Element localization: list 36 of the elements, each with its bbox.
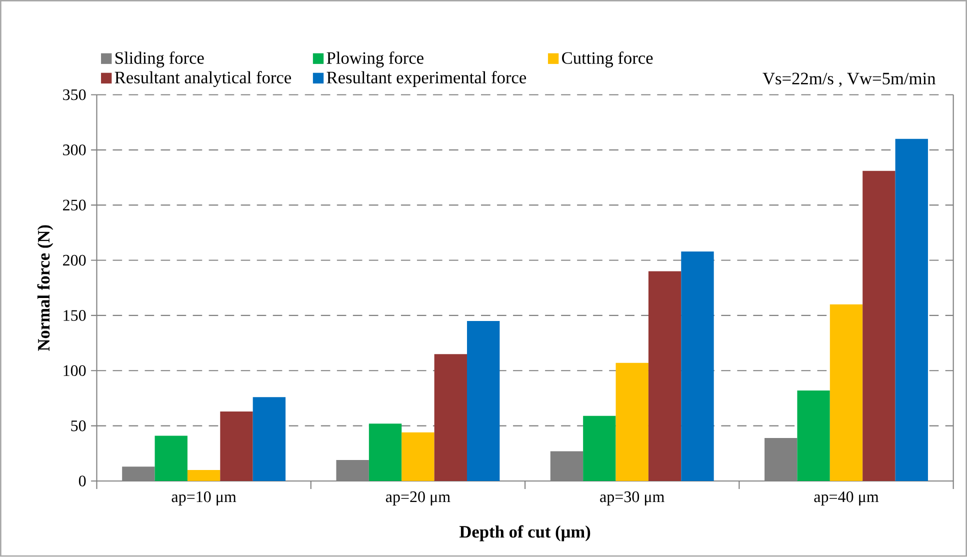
bar <box>154 436 188 482</box>
bar <box>681 252 714 482</box>
y-tick-label: 350 <box>63 89 86 100</box>
text: Vs=22m/s , Vw=5m/min <box>762 72 936 88</box>
legend-label: Sliding force <box>116 52 204 68</box>
bar <box>220 412 253 482</box>
y-tick-label: 100 <box>64 365 86 376</box>
bar <box>402 432 434 482</box>
legend-label: Resultant experimental force <box>326 71 526 88</box>
legend-label: Plowing force <box>326 52 424 68</box>
legend-label: Resultant analytical force <box>114 71 292 88</box>
y-tick-label: 150 <box>64 310 86 321</box>
bar <box>616 363 648 482</box>
bar <box>252 397 286 482</box>
y-axis-title: Normal force (N) <box>37 225 54 352</box>
y-tick-label: 300 <box>63 144 86 156</box>
bar <box>797 390 830 482</box>
y-tick-label: 200 <box>63 255 86 266</box>
bar <box>434 354 467 482</box>
bar <box>583 416 616 482</box>
bar <box>187 470 220 482</box>
x-axis-title: Depth of cut (μm) <box>459 525 590 542</box>
bar <box>368 424 402 482</box>
y-tick-label: 0 <box>78 476 86 487</box>
bar <box>830 304 863 482</box>
legend-label: Cutting force <box>562 52 653 68</box>
bar <box>862 171 896 482</box>
x-tick-label: ap=30 μm <box>600 492 664 506</box>
y-tick-label: 250 <box>63 200 86 211</box>
x-tick-label: ap=10 μm <box>172 492 236 506</box>
x-tick-label: ap=20 μm <box>386 492 450 506</box>
bar <box>895 139 928 482</box>
bar <box>466 321 500 482</box>
x-tick-label: ap=40 μm <box>814 492 879 506</box>
y-tick-label: 50 <box>71 420 86 432</box>
bar <box>648 271 682 482</box>
